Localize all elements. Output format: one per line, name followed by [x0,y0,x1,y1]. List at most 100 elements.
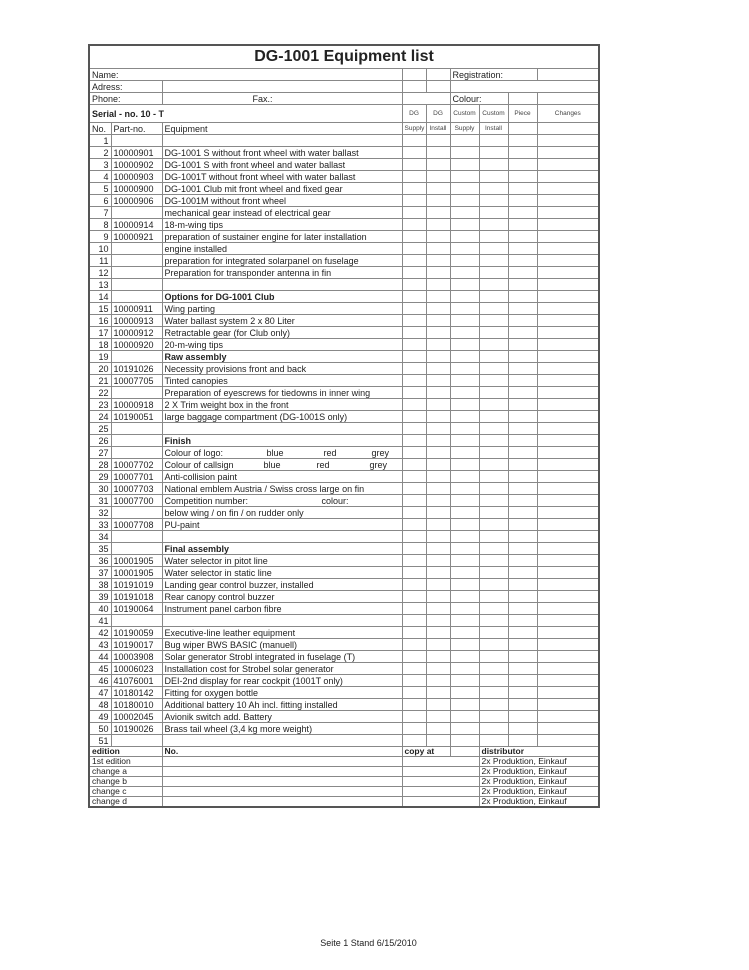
checkbox-cell [425,242,451,255]
table-row: 20 10191026 Necessity provisions front and… [88,362,600,375]
part-number: 10000920 [110,338,163,351]
checkbox-cell [478,734,509,747]
part-number: 10001905 [110,566,163,579]
checkbox-cell [449,662,480,675]
checkbox-cell [401,458,427,471]
checkbox-cell [401,710,427,723]
checkbox-cell [478,422,509,435]
checkbox-cell [507,638,538,651]
col-equipment: Equipment [161,122,403,135]
part-number: 10191019 [110,578,163,591]
checkbox-cell [478,410,509,423]
equipment-text: blue [263,459,281,470]
equipment-description: Necessity provisions front and back [161,362,403,375]
checkbox-cell [478,194,509,207]
checkbox-cell [507,710,538,723]
equipment-text: 20-m-wing tips [164,339,224,350]
checkbox-cell [507,134,538,147]
checkbox-cell [449,278,480,291]
checkbox-cell [401,242,427,255]
checkbox-cell [425,410,451,423]
equipment-description: National emblem Austria / Swiss cross la… [161,482,403,495]
equipment-description: Water ballast system 2 x 80 Liter [161,314,403,327]
equipment-text: DG-1001 Club mit front wheel and fixed g… [164,183,343,194]
checkbox-cell [449,674,480,687]
part-number [110,278,163,291]
checkbox-cell [536,194,600,207]
checkbox-cell [401,314,427,327]
part-number: 10000913 [110,314,163,327]
checkbox-cell [478,302,509,315]
checkbox-cell [507,566,538,579]
checkbox-cell [536,278,600,291]
checkbox-cell [425,518,451,531]
serial-number: Serial - no. 10 - T [88,104,403,123]
checkbox-cell [536,410,600,423]
part-number [110,386,163,399]
part-number: 10190059 [110,626,163,639]
equipment-text: Solar generator Strobl integrated in fus… [164,651,356,662]
checkbox-cell [449,422,480,435]
checkbox-cell [507,338,538,351]
checkbox-cell [536,146,600,159]
checkbox-cell [507,398,538,411]
row-number: 40 [88,602,112,615]
checkbox-cell [449,230,480,243]
checkbox-cell [401,194,427,207]
row-number: 7 [88,206,112,219]
col-no: No. [88,122,112,135]
table-row: 6 10000906 DG-1001M without front wheel [88,194,600,207]
col-dg: DG [425,104,451,123]
equipment-text: Instrument panel carbon fibre [164,603,282,614]
checkbox-cell [536,386,600,399]
edition-row: 1st edition 2x Produktion, Einkauf [88,756,600,767]
checkbox-cell [507,482,538,495]
checkbox-cell [478,638,509,651]
row-number: 1 [88,134,112,147]
equipment-text: Water ballast system 2 x 80 Liter [164,315,295,326]
col-piece: Piece [507,104,538,123]
part-number: 10007701 [110,470,163,483]
equipment-text: Anti-collision paint [164,471,238,482]
equipment-description: Final assembly [161,542,403,555]
row-number: 21 [88,374,112,387]
part-number: 10007708 [110,518,163,531]
table-row: 24 10190051 large baggage compartment (DG-… [88,410,600,423]
checkbox-cell [425,710,451,723]
table-row: 18 10000920 20-m-wing tips [88,338,600,351]
checkbox-cell [507,278,538,291]
equipment-description: Instrument panel carbon fibre [161,602,403,615]
part-number [110,542,163,555]
checkbox-cell [449,146,480,159]
part-number: 10001905 [110,554,163,567]
row-number: 25 [88,422,112,435]
edition-row: change a 2x Produktion, Einkauf [88,766,600,777]
table-row: 30 10007703 National emblem Austria / Swis… [88,482,600,495]
checkbox-cell [401,578,427,591]
checkbox-cell [536,398,600,411]
checkbox-cell [478,362,509,375]
checkbox-cell [478,326,509,339]
checkbox-cell [478,590,509,603]
equipment-description: Fitting for oxygen bottle [161,686,403,699]
checkbox-cell [478,530,509,543]
equipment-description: Preparation of eyescrews for tiedowns in… [161,386,403,399]
checkbox-cell [478,278,509,291]
checkbox-cell [507,434,538,447]
checkbox-cell [478,374,509,387]
checkbox-cell [425,458,451,471]
col-supply: Supply [401,122,427,135]
registration-value [536,68,600,81]
equipment-text: Preparation of eyescrews for tiedowns in… [164,387,371,398]
checkbox-cell [425,470,451,483]
checkbox-cell [449,470,480,483]
checkbox-cell [478,350,509,363]
part-number [110,530,163,543]
edition-row: change c 2x Produktion, Einkauf [88,786,600,797]
cell [507,92,538,105]
checkbox-cell [401,170,427,183]
row-number: 39 [88,590,112,603]
equipment-description: DG-1001 S with front wheel and water bal… [161,158,403,171]
checkbox-cell [401,662,427,675]
checkbox-cell [478,266,509,279]
